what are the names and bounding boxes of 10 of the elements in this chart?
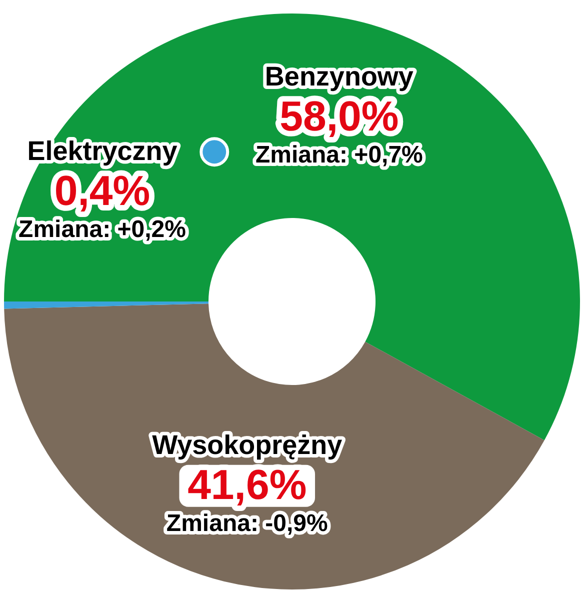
donut-slice	[4, 302, 209, 309]
data-label: 41,6%	[188, 460, 307, 508]
text: Zmiana: +0,7%	[255, 142, 423, 169]
donut-slice	[4, 304, 544, 590]
slice-label: Benzynowy	[264, 62, 414, 92]
data-label: 58,0%	[280, 92, 399, 140]
text: Zmiana: -0,9%	[166, 510, 328, 537]
slice-label: Wysokoprężny	[152, 430, 342, 460]
data-label: 0,4%	[54, 166, 150, 214]
text: Zmiana: +0,2%	[18, 216, 186, 243]
